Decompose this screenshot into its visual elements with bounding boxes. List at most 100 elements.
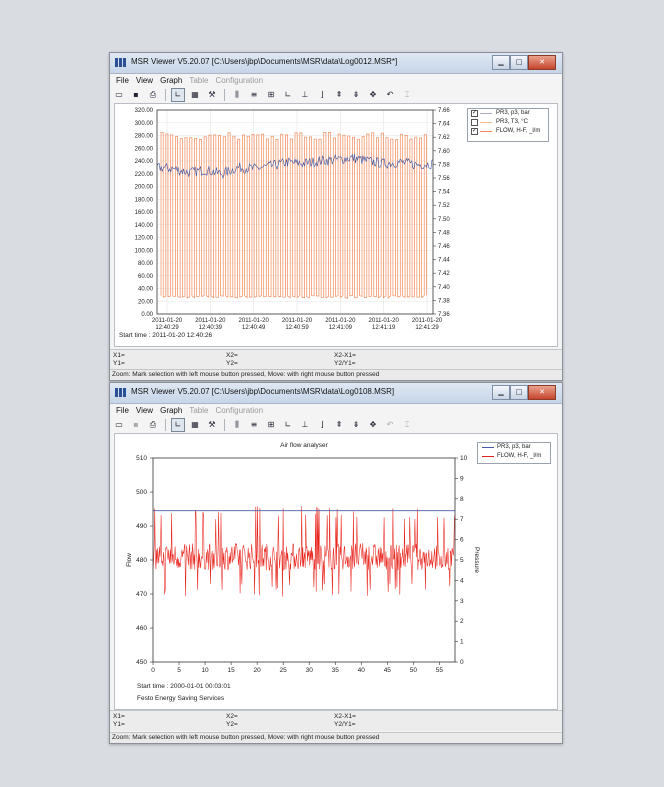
legend-swatch — [480, 131, 492, 132]
y-left-tick-label: 320.00 — [135, 108, 154, 114]
y-left-tick-label: 300.00 — [135, 121, 154, 127]
y-left-tick-label: 500 — [136, 489, 147, 496]
legend-checkbox[interactable]: ✓ — [471, 128, 478, 135]
y-left-tick-label: 240.00 — [135, 159, 154, 165]
y-left-tick-label: 160.00 — [135, 210, 154, 216]
zoom-x-icon[interactable]: ≡ — [250, 89, 258, 99]
close-button[interactable]: ✕ — [528, 385, 556, 400]
legend-swatch — [482, 447, 494, 448]
graph-view-icon[interactable]: ∟ — [171, 417, 185, 432]
y-right-tick-label: 1 — [460, 639, 464, 646]
save-icon[interactable]: ▪ — [133, 419, 139, 429]
minimize-button[interactable]: ▁ — [492, 55, 510, 70]
menu-file[interactable]: File — [116, 75, 129, 85]
y-right-axis-label: Pressure — [473, 547, 480, 573]
scale-out-icon[interactable]: ⇟ — [352, 89, 360, 99]
axis-both-icon[interactable]: ⊥ — [301, 419, 309, 429]
chart-area[interactable]: Air flow analyser 450 460 470 480 490 500 510 0 1… — [114, 433, 558, 710]
x-tick-label: 12:41:19 — [372, 325, 396, 331]
menu-view[interactable]: View — [135, 405, 154, 415]
menu-graph[interactable]: Graph — [160, 75, 183, 85]
maximize-button[interactable]: □ — [510, 55, 528, 70]
zoom-xy-icon[interactable]: ⊞ — [267, 89, 275, 99]
move-icon[interactable]: ✥ — [369, 419, 377, 429]
menu-bar: File View Graph Table Configuration — [110, 74, 562, 86]
menu-file[interactable]: File — [116, 405, 129, 415]
chart-1-svg[interactable]: 320.00 300.00 280.00 260.00 240.00 220.00 200.… — [115, 104, 557, 346]
zoom-xy-icon[interactable]: ⊞ — [267, 419, 275, 429]
move-icon[interactable]: ✥ — [369, 89, 377, 99]
y-right-tick-label: 7.44 — [438, 258, 450, 264]
y2-readout: Y2= — [226, 721, 238, 728]
x-tick-label: 15 — [227, 667, 235, 674]
undo-icon[interactable]: ↶ — [386, 89, 394, 99]
minimize-button[interactable]: ▁ — [492, 385, 510, 400]
open-folder-icon[interactable]: ▭ — [115, 419, 123, 429]
graph-view-icon[interactable]: ∟ — [171, 87, 185, 102]
scale-in-icon[interactable]: ⇞ — [335, 419, 343, 429]
legend-item[interactable]: ✓ PR3, p3, bar — [468, 109, 548, 118]
y2-readout: Y2= — [226, 360, 238, 367]
legend-item[interactable]: ✓ FLOW, H-F, _l/m — [468, 127, 548, 136]
zoom-x-icon[interactable]: ≡ — [250, 419, 258, 429]
y-right-tick-label: 9 — [460, 475, 464, 482]
y-left-tick-label: 120.00 — [135, 236, 154, 242]
legend-swatch — [480, 122, 492, 123]
x-tick-label: 40 — [358, 667, 366, 674]
axis-right-icon[interactable]: ⌋ — [320, 89, 324, 99]
zoom-y-icon[interactable]: ⫼ — [235, 89, 239, 99]
y-left-tick-label: 140.00 — [135, 223, 154, 229]
axis-left-icon[interactable]: ∟ — [284, 419, 292, 429]
table-view-icon[interactable]: ▦ — [191, 419, 199, 429]
legend-item[interactable]: PR3, T3, °C — [468, 118, 548, 127]
menu-table[interactable]: Table — [189, 405, 209, 415]
toolbar: ▭ ▪ ⎙ ∟ ▦ ⚒ ⫼ ≡ ⊞ ∟ ⊥ ⌋ ⇞ ⇟ ✥ ↶ ⌶ — [112, 417, 414, 432]
y-left-tick-label: 480 — [136, 557, 147, 564]
print-icon[interactable]: ⎙ — [149, 89, 157, 99]
save-icon[interactable]: ▪ — [133, 89, 139, 99]
axis-both-icon[interactable]: ⊥ — [301, 89, 309, 99]
close-button[interactable]: ✕ — [528, 55, 556, 70]
maximize-button[interactable]: □ — [510, 385, 528, 400]
axis-right-icon[interactable]: ⌋ — [320, 419, 324, 429]
legend-item[interactable]: FLOW, H-F, _l/m — [478, 452, 550, 461]
legend-label: PR3, p3, bar — [497, 444, 531, 450]
start-time-label: Start time : 2000-01-01 00:03:01 — [137, 683, 231, 690]
menu-view[interactable]: View — [135, 75, 154, 85]
menu-graph[interactable]: Graph — [160, 405, 183, 415]
scale-out-icon[interactable]: ⇟ — [352, 419, 360, 429]
title-bar[interactable]: MSR Viewer V5.20.07 [C:\Users\jbp\Docume… — [110, 53, 562, 74]
y-right-tick-label: 7 — [460, 516, 464, 523]
menu-table[interactable]: Table — [189, 75, 209, 85]
y-right-tick-label: 7.50 — [438, 217, 450, 223]
status-bar: Zoom: Mark selection with left mouse but… — [110, 369, 562, 380]
chart-title: Air flow analyser — [280, 442, 329, 449]
zoom-y-icon[interactable]: ⫼ — [235, 419, 239, 429]
settings-wrench-icon[interactable]: ⚒ — [208, 419, 216, 429]
y-left-tick-label: 100.00 — [135, 248, 154, 254]
msr-viewer-window-1[interactable]: MSR Viewer V5.20.07 [C:\Users\jbp\Docume… — [109, 52, 563, 381]
y-right-tick-label: 7.36 — [438, 312, 450, 318]
settings-wrench-icon[interactable]: ⚒ — [208, 89, 216, 99]
chart-area[interactable]: 320.00 300.00 280.00 260.00 240.00 220.00 200.… — [114, 103, 558, 347]
menu-configuration[interactable]: Configuration — [215, 405, 264, 415]
x-tick-label: 10 — [201, 667, 209, 674]
y-right-tick-label: 7.66 — [438, 108, 450, 114]
table-view-icon[interactable]: ▦ — [191, 89, 199, 99]
open-folder-icon[interactable]: ▭ — [115, 89, 123, 99]
flow-series-line — [152, 506, 456, 597]
axis-left-icon[interactable]: ∟ — [284, 89, 292, 99]
msr-viewer-window-2[interactable]: MSR Viewer V5.20.07 [C:\Users\jbp\Docume… — [109, 382, 563, 744]
legend-item[interactable]: PR3, p3, bar — [478, 443, 550, 452]
plot-frame — [152, 457, 456, 663]
legend-checkbox[interactable]: ✓ — [471, 110, 478, 117]
menu-configuration[interactable]: Configuration — [215, 75, 264, 85]
y-right-tick-label: 5 — [460, 557, 464, 564]
print-icon[interactable]: ⎙ — [149, 419, 157, 429]
scale-in-icon[interactable]: ⇞ — [335, 89, 343, 99]
undo-icon[interactable]: ↶ — [386, 419, 394, 429]
chart-2-svg[interactable]: Air flow analyser45046047048049050051001… — [115, 434, 557, 709]
title-bar[interactable]: MSR Viewer V5.20.07 [C:\Users\jbp\Docume… — [110, 383, 562, 404]
legend-checkbox[interactable] — [471, 119, 478, 126]
x-tick-label: 2011-01-20 — [412, 318, 443, 324]
